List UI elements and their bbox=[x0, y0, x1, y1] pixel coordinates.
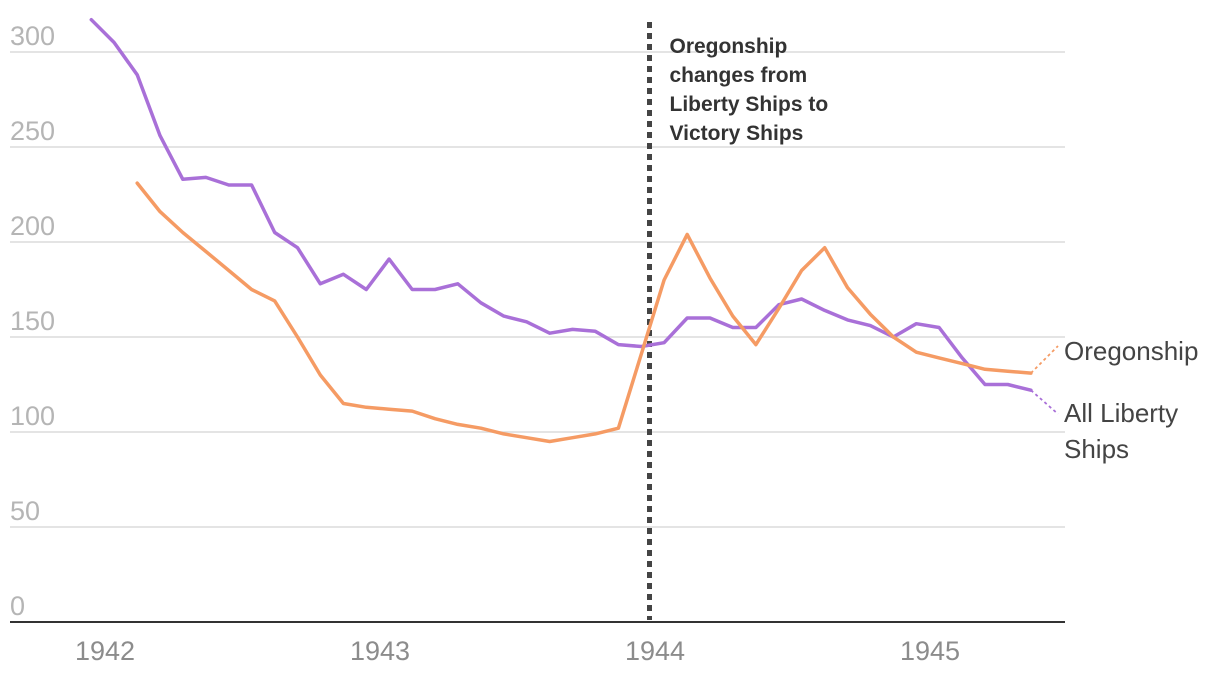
label-leader bbox=[1030, 389, 1059, 415]
x-axis-ticks: 1942 1943 1944 1945 bbox=[75, 636, 960, 666]
x-tick-label: 1942 bbox=[75, 636, 135, 666]
label-leader bbox=[1030, 345, 1059, 374]
y-tick-label: 100 bbox=[10, 401, 55, 431]
annotation-text: Oregonship changes from Liberty Ships to Vi… bbox=[670, 35, 829, 145]
gridlines bbox=[10, 51, 1065, 528]
y-tick-label: 0 bbox=[10, 591, 25, 621]
x-tick-label: 1944 bbox=[625, 636, 685, 666]
x-tick-label: 1943 bbox=[350, 636, 410, 666]
series-all-liberty-ships bbox=[89, 17, 1033, 392]
y-axis-ticks: 0 50 100 150 200 250 300 bbox=[10, 21, 55, 621]
annotation: Oregonship changes from Liberty Ships to Vi… bbox=[670, 35, 829, 145]
y-tick-label: 50 bbox=[10, 496, 40, 526]
series-label-all-liberty-ships: All Liberty Ships bbox=[1064, 398, 1178, 464]
y-tick-label: 200 bbox=[10, 211, 55, 241]
series-labels: All Liberty Ships Oregonship bbox=[1030, 336, 1198, 464]
y-tick-label: 250 bbox=[10, 116, 55, 146]
series-lines bbox=[89, 17, 1033, 444]
x-tick-label: 1945 bbox=[900, 636, 960, 666]
y-tick-label: 150 bbox=[10, 306, 55, 336]
series-label-oregonship: Oregonship bbox=[1064, 336, 1198, 366]
series-line-oregonship bbox=[135, 181, 1033, 444]
series-oregonship bbox=[135, 181, 1033, 444]
series-line-all-liberty-ships bbox=[89, 17, 1033, 392]
y-tick-label: 300 bbox=[10, 21, 55, 51]
